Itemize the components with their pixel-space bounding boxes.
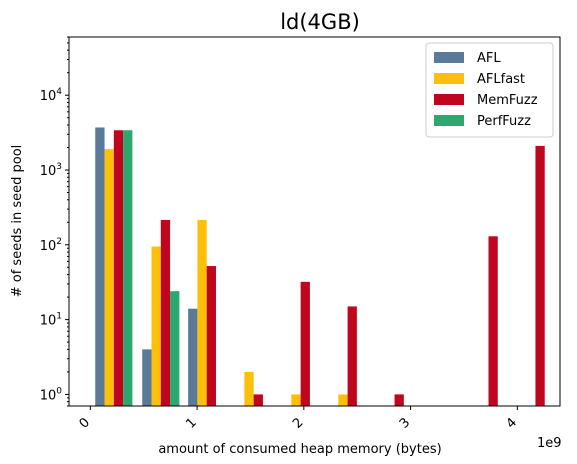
bar-memfuzz-5 xyxy=(347,306,357,406)
x-tick-label: 4 xyxy=(504,415,520,431)
x-axis-ticks: 0 1 2 3 4 xyxy=(77,406,520,432)
y-tick-label: 101 xyxy=(40,312,62,329)
bar-aflfast-0 xyxy=(104,149,114,406)
bar-aflfast-5 xyxy=(338,394,348,406)
bar-aflfast-1 xyxy=(151,246,161,406)
bar-memfuzz-3 xyxy=(253,394,263,406)
bar-perffuzz-1 xyxy=(170,291,180,406)
x-offset-label: 1e9 xyxy=(537,436,562,451)
legend-label-memfuzz: MemFuzz xyxy=(477,93,538,108)
chart-title: ld(4GB) xyxy=(280,10,360,34)
x-tick-label: 2 xyxy=(290,415,306,431)
y-axis-label: # of seeds in seed pool xyxy=(10,145,25,298)
bar-aflfast-3 xyxy=(244,371,254,406)
x-tick-label: 0 xyxy=(77,415,93,431)
legend-label-afl: AFL xyxy=(477,51,501,66)
bar-afl-2 xyxy=(188,308,198,406)
legend-label-perffuzz: PerfFuzz xyxy=(477,114,531,129)
bar-aflfast-2 xyxy=(197,219,207,406)
bar-aflfast-4 xyxy=(291,394,301,406)
y-tick-label: 102 xyxy=(40,237,62,254)
y-tick-label: 100 xyxy=(40,386,63,403)
legend-label-aflfast: AFLfast xyxy=(477,72,525,87)
y-tick-label: 104 xyxy=(40,87,63,104)
bar-memfuzz-2 xyxy=(206,266,216,406)
legend-swatch-aflfast xyxy=(434,73,464,84)
x-tick-label: 3 xyxy=(397,415,413,431)
bars-layer xyxy=(95,127,545,407)
legend-swatch-perffuzz xyxy=(434,115,464,126)
bar-memfuzz-0 xyxy=(113,130,124,406)
legend: AFL AFLfast MemFuzz PerfFuzz xyxy=(425,42,554,138)
legend-box xyxy=(425,42,554,138)
bar-memfuzz-4 xyxy=(300,281,310,406)
bar-afl-0 xyxy=(95,127,105,406)
bar-memfuzz-1 xyxy=(160,219,171,406)
bar-memfuzz-9 xyxy=(535,145,545,407)
plot-frame xyxy=(68,36,561,407)
legend-swatch-afl xyxy=(434,52,464,63)
y-tick-label: 103 xyxy=(40,162,62,179)
y-axis-ticks: 100 101 102 103 104 xyxy=(40,36,69,407)
legend-swatch-memfuzz xyxy=(434,94,464,105)
bar-perffuzz-0 xyxy=(123,130,133,406)
x-axis-label: amount of consumed heap memory (bytes) xyxy=(158,442,441,457)
bar-memfuzz-8 xyxy=(488,236,498,406)
bar-afl-1 xyxy=(142,349,152,406)
bar-memfuzz-6 xyxy=(394,394,404,406)
x-tick-label: 1 xyxy=(183,415,199,431)
